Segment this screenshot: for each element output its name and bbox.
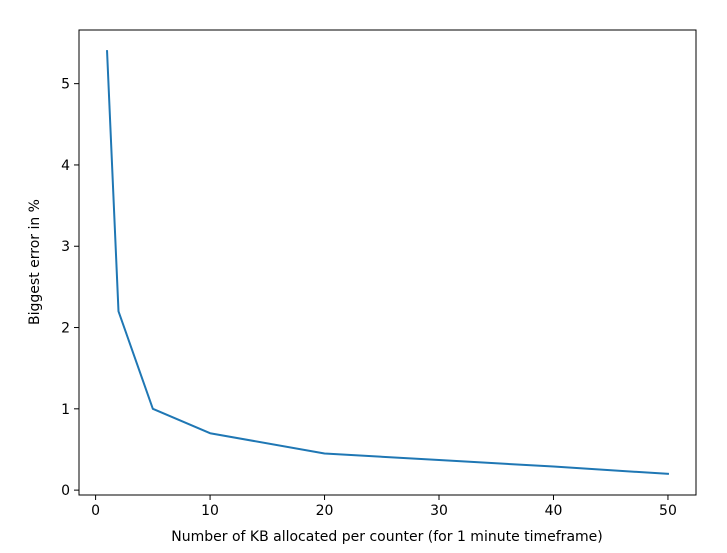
x-tick-label: 50: [659, 503, 677, 519]
plot-area: [106, 50, 670, 475]
y-tick-label: 4: [61, 158, 70, 174]
y-axis-label: Biggest error in %: [27, 199, 43, 325]
y-tick-label: 3: [61, 239, 70, 255]
plot-frame: [78, 29, 697, 496]
y-tick-label: 5: [61, 77, 70, 93]
y-axis-ticks: 0 1 2 3 4 5: [61, 77, 79, 499]
y-tick-label: 2: [61, 321, 70, 337]
y-tick-label: 1: [61, 402, 70, 418]
x-tick-label: 20: [316, 503, 334, 519]
x-tick-label: 40: [545, 503, 563, 519]
y-tick-label: 0: [61, 483, 70, 499]
series-line-0: [106, 50, 670, 475]
x-axis-ticks: 0 10 20 30 40 50: [91, 495, 677, 519]
x-axis-label: Number of KB allocated per counter (for …: [171, 529, 602, 545]
x-tick-label: 30: [430, 503, 448, 519]
x-tick-label: 10: [201, 503, 219, 519]
x-tick-label: 0: [91, 503, 100, 519]
